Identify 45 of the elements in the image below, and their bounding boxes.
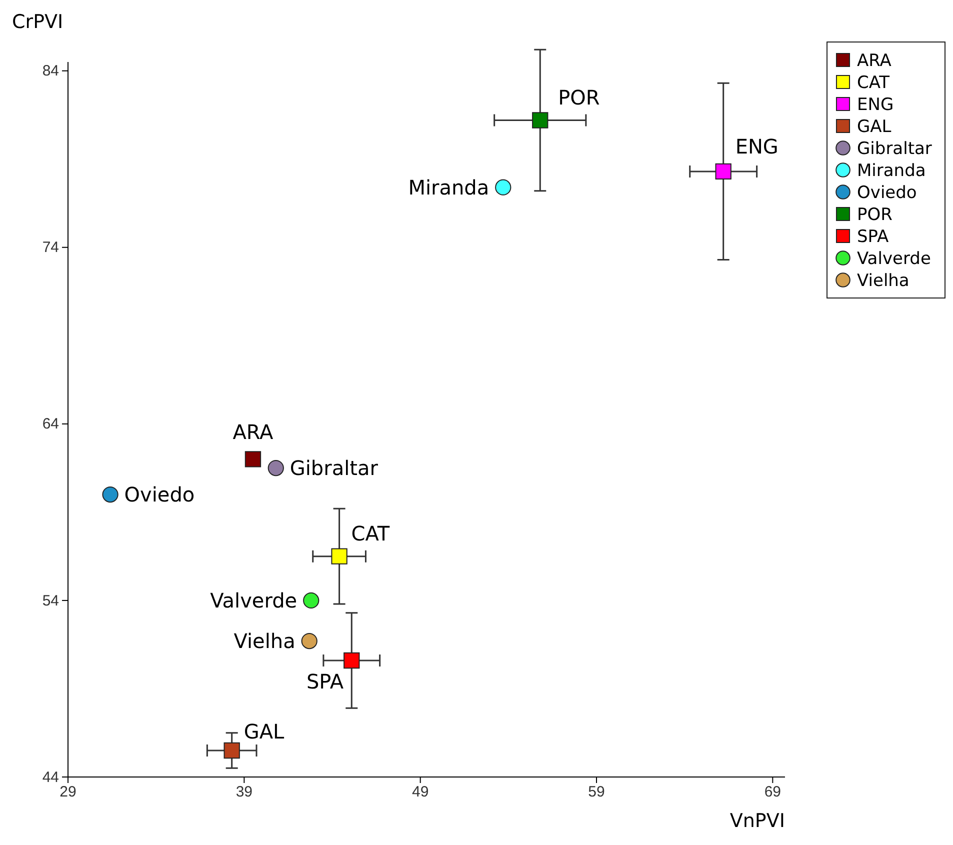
legend-label: GAL — [857, 117, 892, 137]
point — [244, 451, 262, 468]
x-tick-label: 49 — [412, 784, 429, 801]
point — [268, 460, 284, 476]
point — [331, 548, 348, 564]
point — [344, 652, 360, 669]
legend-label: POR — [857, 205, 893, 225]
text: ENG — [735, 134, 778, 158]
text: ARA — [232, 420, 274, 444]
legend-label: Oviedo — [857, 183, 917, 203]
x-tick-label: 29 — [60, 784, 76, 801]
x-tick-label: 69 — [764, 784, 782, 801]
legend-label: CAT — [857, 73, 890, 93]
legend-label: SPA — [857, 227, 889, 247]
x-tick-label: 39 — [236, 784, 253, 801]
text: Miranda — [408, 175, 490, 200]
text: Valverde — [210, 588, 298, 612]
legend-label: Vielha — [857, 271, 910, 291]
y-axis-title: CrPVI — [12, 11, 64, 33]
y-tick-label: 44 — [42, 768, 59, 786]
text: Gibraltar — [290, 456, 378, 480]
x-axis-title: VnPVI — [730, 810, 785, 832]
text: POR — [558, 85, 600, 110]
text: GAL — [244, 720, 284, 744]
legend-label: ENG — [857, 95, 894, 115]
text: CAT — [351, 521, 390, 546]
legend-label: Miranda — [857, 161, 926, 181]
text: Oviedo — [124, 482, 195, 507]
x-tick-label: 59 — [588, 784, 605, 801]
point — [532, 112, 548, 128]
point — [303, 592, 320, 609]
point — [715, 163, 732, 180]
point — [224, 742, 240, 759]
text: SPA — [306, 669, 344, 694]
y-tick-label: 64 — [42, 416, 59, 433]
point — [102, 486, 118, 503]
legend-label: Valverde — [857, 249, 931, 269]
y-tick-label: 74 — [42, 239, 59, 256]
y-tick-label: 84 — [42, 62, 59, 80]
point — [495, 179, 512, 196]
text: Vielha — [234, 629, 296, 654]
legend-label: ARA — [857, 51, 892, 71]
y-tick-label: 54 — [42, 592, 59, 610]
legend-label: Gibraltar — [857, 139, 932, 159]
point — [301, 633, 318, 650]
